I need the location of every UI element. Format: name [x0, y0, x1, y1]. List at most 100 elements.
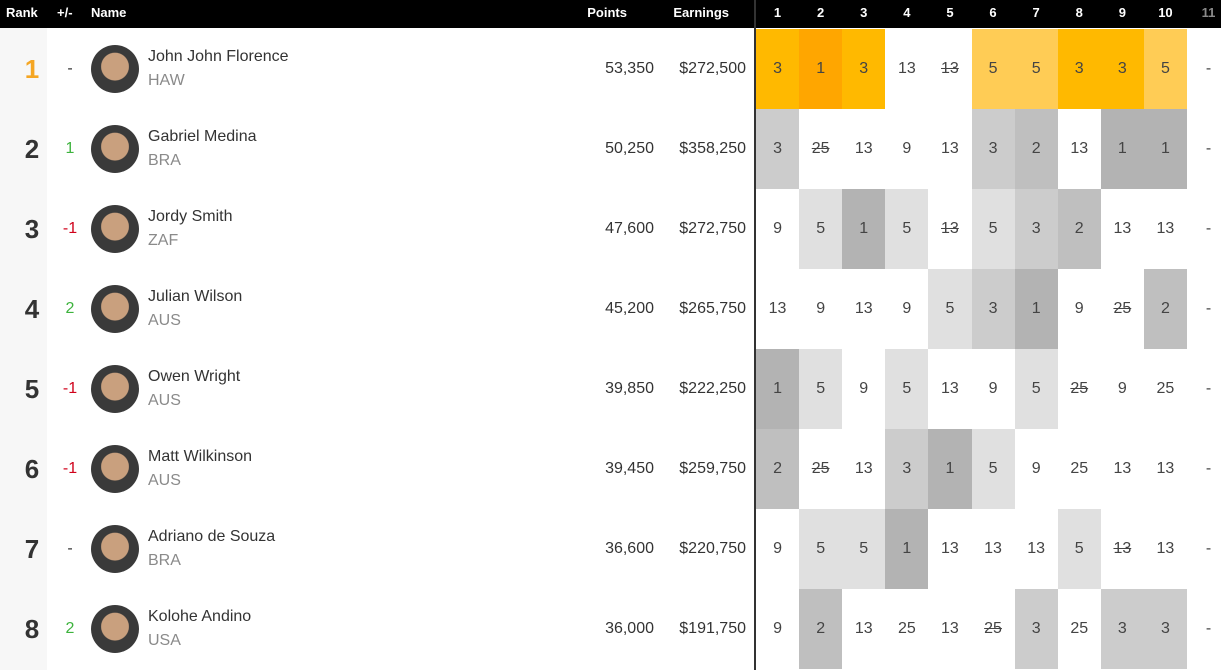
result-cell — [1143, 429, 1188, 509]
result: 3 — [773, 140, 782, 157]
result-cell — [1143, 349, 1188, 429]
result-cell — [756, 189, 800, 269]
result: 25 — [811, 460, 830, 477]
result: 5 — [902, 220, 912, 237]
result: 1 — [816, 60, 826, 77]
change: 1 — [65, 140, 75, 157]
event-header: 6 — [989, 5, 997, 20]
event-header: 4 — [903, 5, 911, 20]
result: 5 — [988, 60, 998, 77]
result: 9 — [1074, 300, 1084, 317]
result-cell — [756, 109, 800, 189]
country: BRA — [148, 152, 181, 169]
result-cell — [971, 109, 1016, 189]
surfer-name: Julian Wilson — [148, 288, 243, 305]
result-cell — [1100, 509, 1145, 589]
result: 13 — [941, 60, 959, 77]
result-cell — [971, 349, 1016, 429]
result: 13 — [1070, 140, 1089, 157]
header-name: Name — [91, 5, 127, 20]
result: 3 — [988, 300, 998, 317]
result-cell — [756, 29, 800, 109]
result-cell — [1143, 29, 1188, 109]
points: 39,850 — [605, 380, 654, 397]
result-cell — [1143, 269, 1188, 349]
country: AUS — [148, 472, 181, 489]
result: 5 — [945, 300, 955, 317]
avatar — [91, 605, 139, 653]
result: 13 — [941, 380, 959, 397]
result: 13 — [1113, 460, 1132, 477]
result: 3 — [1031, 620, 1041, 637]
header-change: +/- — [57, 5, 73, 20]
earnings: $265,750 — [679, 300, 746, 317]
result-cell — [799, 429, 843, 509]
result: 5 — [988, 460, 998, 477]
result-cell — [1057, 349, 1102, 429]
result-cell — [1187, 29, 1221, 109]
result: 3 — [988, 140, 998, 157]
change: - — [67, 60, 73, 77]
avatar — [91, 525, 139, 573]
rank: 6 — [24, 454, 40, 484]
rank: 8 — [24, 614, 40, 644]
result: 9 — [988, 380, 998, 397]
result: 5 — [902, 380, 912, 397]
event-header: 10 — [1158, 5, 1173, 20]
result-cell — [928, 29, 972, 109]
result-cell — [885, 109, 929, 189]
result-cell — [928, 509, 972, 589]
result-cell — [1100, 189, 1145, 269]
result: 25 — [1070, 460, 1089, 477]
result: 1 — [1160, 140, 1170, 157]
result-cell — [1057, 589, 1102, 669]
result-cell — [1014, 29, 1059, 109]
result: 1 — [902, 540, 912, 557]
result: 13 — [897, 60, 916, 77]
result-cell — [1057, 429, 1102, 509]
change: 2 — [65, 300, 75, 317]
points: 53,350 — [605, 60, 654, 77]
result: 13 — [941, 220, 959, 237]
result: 25 — [984, 620, 1002, 637]
result: 5 — [1031, 60, 1041, 77]
earnings: $191,750 — [679, 620, 746, 637]
result-cell — [1014, 269, 1059, 349]
result-cell — [928, 269, 972, 349]
rank: 4 — [24, 294, 40, 324]
result-cell — [928, 109, 972, 189]
points: 36,600 — [605, 540, 654, 557]
earnings: $272,500 — [679, 60, 746, 77]
result: 13 — [1156, 220, 1175, 237]
result: 3 — [859, 60, 869, 77]
result-cell — [1057, 509, 1102, 589]
avatar — [91, 285, 139, 333]
result-cell — [756, 269, 800, 349]
result-cell — [1187, 509, 1221, 589]
result-cell — [971, 29, 1016, 109]
points: 36,000 — [605, 620, 654, 637]
result-cell — [1057, 269, 1102, 349]
country: AUS — [148, 392, 181, 409]
result-cell — [971, 269, 1016, 349]
surfer-name: Adriano de Souza — [148, 528, 276, 545]
country: BRA — [148, 552, 181, 569]
country: AUS — [148, 312, 181, 329]
result-cell — [842, 29, 886, 109]
result-cell — [971, 509, 1016, 589]
result: 13 — [941, 540, 959, 557]
avatar — [91, 365, 139, 413]
country: ZAF — [148, 232, 179, 249]
result-cell — [842, 589, 886, 669]
result: 3 — [1117, 60, 1127, 77]
result: 2 — [1031, 140, 1041, 157]
result-cell — [842, 189, 886, 269]
surfer-name: Gabriel Medina — [148, 128, 257, 145]
header-points: Points — [587, 5, 627, 20]
country: USA — [148, 632, 181, 649]
result: 13 — [1027, 540, 1046, 557]
rank: 7 — [24, 534, 40, 564]
change: -1 — [62, 380, 78, 397]
result: 9 — [1031, 460, 1041, 477]
result-cell — [1100, 109, 1145, 189]
